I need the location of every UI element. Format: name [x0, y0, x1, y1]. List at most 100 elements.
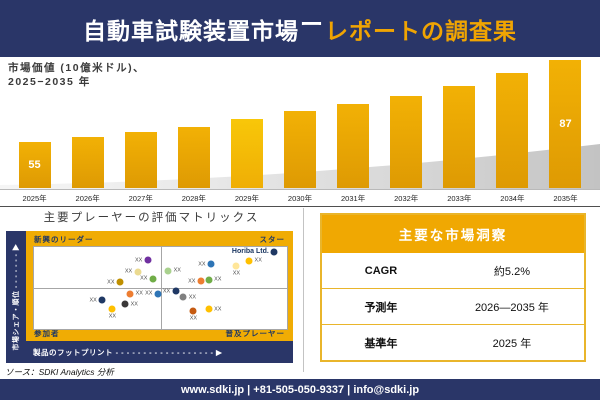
scatter-dot [116, 278, 124, 286]
matrix-plot-area: XX XX XX XX XX XX XX XX XX XX Horiba Ltd. XX XX XX XX X… [33, 246, 288, 330]
bar-2028年 [177, 127, 210, 188]
scatter-point: XX [126, 290, 143, 298]
point-label: XX [124, 268, 133, 275]
bar-chart-baseline [0, 189, 600, 190]
point-label: XX [189, 315, 198, 322]
y-axis-arrow: - - - - - - - ▶ [13, 243, 20, 288]
scatter-point: XX [140, 275, 157, 283]
scatter-point: XX [188, 277, 205, 285]
point-label: XX [107, 279, 115, 286]
source-note: ソース：SDKI Analytics 分析 [5, 367, 114, 377]
bar-column [380, 57, 433, 188]
point-label: XX [188, 294, 197, 301]
scatter-dot [179, 293, 187, 301]
scatter-dot [205, 276, 213, 284]
point-label: XX [145, 290, 153, 297]
scatter-point: XX [89, 296, 106, 304]
point-label: XX [198, 261, 206, 268]
matrix-panel: 新興のリーダー スター 参加者 普及プレーヤー XX XX XX XX XX XX XX XX… [26, 231, 293, 341]
bar-column: 55 [8, 57, 61, 188]
scatter-point: XX [145, 290, 162, 298]
bar-2027年 [124, 132, 157, 188]
matrix-section-title: 主要プレーヤーの評価マトリックス [43, 212, 260, 224]
bar-data-label: 55 [28, 159, 41, 171]
year-tick-label: 2028年 [181, 194, 206, 203]
scatter-dot [245, 257, 253, 265]
bar-chart-title-line1: 市場価値 (10億米ドル)、 [8, 62, 146, 74]
table-row-label: CAGR [364, 264, 398, 277]
scatter-point: XX [198, 260, 215, 268]
bar-column [273, 57, 326, 188]
scatter-point: XX [179, 293, 196, 301]
bar-column: 87 [539, 57, 592, 188]
bar-2033年 [443, 86, 476, 188]
bar-chart: 55 87 [8, 57, 592, 188]
scatter-dot [121, 300, 129, 308]
year-tick-label: 2031年 [341, 194, 366, 203]
y-axis-text: 市場シェア・順位 [13, 290, 20, 351]
title-dash-mark: ー [300, 10, 324, 37]
scatter-point: XX [190, 307, 197, 321]
scatter-dot [172, 287, 180, 295]
year-tick-label: 2035年 [553, 194, 578, 203]
scatter-dot [144, 256, 152, 264]
scatter-point: XX [163, 287, 180, 295]
table-row-value: 約5.2% [493, 265, 530, 278]
quadrant-vertical-line [160, 247, 162, 329]
x-axis-arrow: - - - - - - - - - - - - - - - - - - ▶ [115, 347, 223, 357]
scatter-point: XX [205, 276, 221, 284]
scatter-dot [164, 267, 172, 275]
matrix-x-axis-strip: 製品のフットプリント - - - - - - - - - - - - - - -… [26, 341, 293, 363]
table-row-label: 予測年 [364, 301, 398, 314]
vertical-divider-line [303, 208, 304, 372]
year-tick-label: 2030年 [287, 194, 313, 203]
bar-2031年 [337, 104, 370, 188]
bar-column [220, 57, 273, 188]
point-label: XX [108, 313, 117, 319]
scatter-dot [205, 305, 213, 313]
bar-column [114, 57, 167, 188]
title-bar: 自動車試験装置市場ーレポートの調査果 [0, 0, 600, 57]
scatter-dot [149, 275, 157, 283]
point-label: XX [162, 288, 171, 295]
scatter-dot [108, 305, 116, 312]
point-label: XX [214, 306, 222, 313]
insights-table-title: 主要な市場洞察 [322, 215, 584, 253]
scatter-point: XX [125, 268, 142, 276]
point-label: XX [89, 297, 97, 304]
scatter-point: XX [121, 300, 138, 308]
table-row: CAGR 約5.2% [322, 253, 584, 288]
table-row: 予測年 2026—2035 年 [322, 288, 584, 324]
year-tick-label: 2027年 [128, 194, 153, 203]
page-title-main: 自動車試験装置市場 [83, 17, 299, 44]
scatter-dot [232, 262, 240, 270]
bar-2026年 [71, 137, 104, 188]
insights-table-body: CAGR 約5.2% 予測年 2026—2035 年基準年 2025 年 [322, 253, 584, 360]
bar-column [433, 57, 486, 188]
bar-column [327, 57, 380, 188]
scatter-dot [207, 260, 215, 268]
section-divider-line [0, 206, 600, 207]
insights-table: 主要な市場洞察 CAGR 約5.2% 予測年 2026—2035 年基準年 2025 年 [320, 213, 586, 362]
quadrant-label-emerging-leaders: 新興のリーダー [34, 235, 94, 244]
footer-contact-text: www.sdki.jp | +81-505-050-9337 | info@sd… [180, 383, 420, 396]
scatter-dot [134, 268, 142, 276]
point-label: XX [135, 257, 143, 264]
bar-2030年 [284, 111, 317, 188]
bar-2029年 [230, 119, 263, 188]
scatter-point: Horiba Ltd. [232, 248, 278, 256]
bar-chart-year-axis: 2025年 2026年 2027年 2028年 2029年 2030年 2031年 2032年… [8, 193, 592, 204]
scatter-dot [270, 248, 278, 256]
scatter-point: XX [245, 257, 262, 265]
scatter-dot [154, 290, 162, 298]
bar-2032年 [390, 96, 423, 188]
scatter-dot [197, 277, 205, 285]
year-tick-label: 2025年 [22, 194, 47, 203]
point-label: XX [188, 278, 196, 285]
bar-2025年: 55 [18, 142, 51, 188]
scatter-point: XX [107, 278, 124, 286]
scatter-point: XX [232, 262, 240, 276]
bar-chart-title-line2: 2025−2035 年 [8, 76, 91, 88]
footer-bar: www.sdki.jp | +81-505-050-9337 | info@sd… [0, 379, 600, 400]
year-tick-label: 2029年 [234, 194, 260, 203]
